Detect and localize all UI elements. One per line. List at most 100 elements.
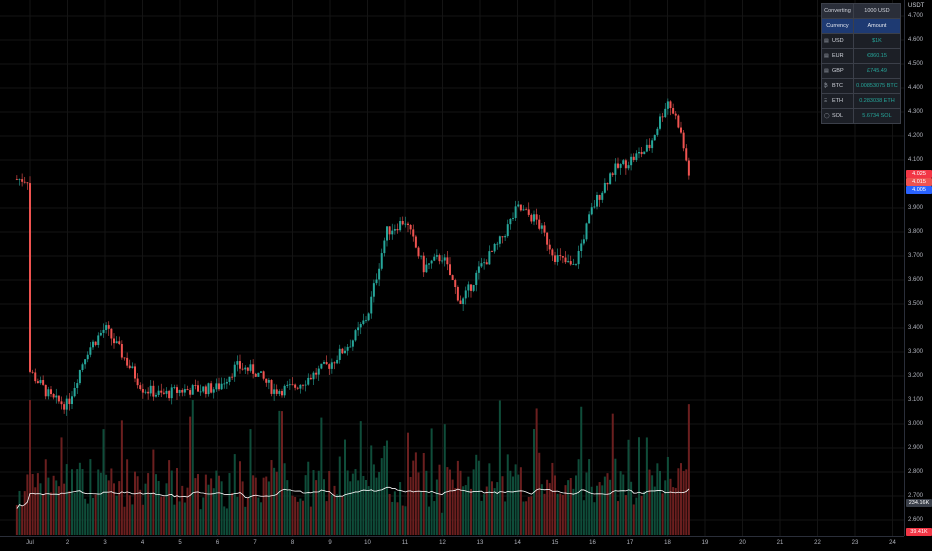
volume-bar: [244, 506, 247, 535]
volume-bar: [155, 474, 157, 535]
candle-body: [270, 380, 273, 394]
candlestick-chart[interactable]: [0, 0, 904, 536]
volume-bar: [606, 473, 609, 535]
candle-body: [110, 328, 113, 339]
volume-bar: [273, 467, 276, 535]
volume-bar: [286, 480, 289, 535]
volume-bar: [183, 502, 186, 535]
candle-body: [472, 284, 475, 291]
volume-bar: [596, 485, 598, 535]
price-chart[interactable]: Converting 1000 USD Currency Amount ▤ USD…: [0, 0, 904, 536]
candle-body: [451, 275, 454, 281]
volume-bar: [302, 500, 304, 535]
candle-body: [199, 391, 202, 393]
candle-body: [71, 396, 73, 405]
volume-bar: [396, 502, 399, 535]
candle-body: [391, 230, 394, 235]
candle-body: [131, 366, 134, 369]
candle-body: [341, 348, 344, 354]
volume-bar: [435, 479, 438, 535]
candle-body: [63, 404, 66, 410]
candle-body: [372, 283, 375, 297]
volume-bar: [509, 470, 512, 535]
volume-bar: [207, 484, 210, 535]
volume-bar: [102, 429, 105, 535]
volume-bar: [320, 417, 323, 535]
candle-body: [26, 182, 29, 184]
volume-bar: [666, 456, 669, 535]
volume-bar: [656, 463, 659, 535]
time-tick-label: 17: [626, 540, 634, 546]
candle-body: [687, 160, 690, 176]
candle-body: [443, 257, 446, 261]
volume-bar: [643, 491, 646, 535]
candle-body: [294, 384, 297, 388]
candle-body: [480, 263, 483, 267]
btc-icon: ₿: [824, 83, 828, 89]
candle-body: [538, 219, 541, 229]
price-axis[interactable]: USDT 4.700 4.600 4.500 4.400 4.300 4.200 4.100…: [904, 0, 932, 536]
candle-body: [252, 364, 255, 374]
volume-bar: [249, 429, 252, 535]
candle-body: [535, 214, 538, 220]
volume-bar: [433, 501, 436, 535]
sol-icon: ◯: [824, 113, 830, 119]
candle-body: [438, 255, 441, 262]
candle-body: [312, 372, 315, 380]
candle-body: [441, 260, 444, 262]
candle-body: [155, 394, 157, 397]
volume-bar: [105, 474, 108, 535]
candle-body: [233, 364, 236, 377]
volume-bar: [304, 475, 307, 535]
volume-bar: [506, 454, 509, 535]
volume-bar: [134, 471, 136, 535]
volume-bar: [323, 479, 325, 535]
candle-body: [68, 398, 71, 405]
volume-bar: [147, 473, 150, 535]
volume-bar: [186, 487, 189, 535]
price-tick-label: 4.200: [908, 133, 924, 139]
volume-bar: [470, 488, 472, 535]
volume-bar: [685, 469, 688, 535]
candle-body: [328, 364, 331, 369]
time-tick-label: 5: [178, 540, 182, 546]
candle-body: [464, 290, 467, 299]
volume-bar: [480, 500, 483, 535]
volume-bar: [257, 497, 260, 535]
candle-body: [81, 364, 84, 371]
volume-bar: [44, 459, 47, 535]
candle-body: [682, 132, 685, 149]
volume-bar: [165, 483, 168, 535]
candle-body: [239, 361, 241, 369]
currency-code: EUR: [832, 53, 844, 59]
candle-body: [643, 151, 646, 155]
volume-bar: [422, 453, 425, 535]
volume-bar: [367, 486, 370, 535]
candle-body: [21, 179, 24, 182]
candle-body: [246, 367, 249, 371]
time-axis[interactable]: Jul 2 3 4 5 6 7 8 9 10 11 12 13 14 15 16 17 18 19 20 21 22 23 2…: [0, 536, 904, 551]
volume-bar: [218, 475, 220, 535]
volume-bar: [110, 468, 113, 535]
candle-body: [388, 226, 391, 235]
candle-body: [530, 214, 533, 222]
volume-bar: [372, 464, 375, 535]
volume-bar: [564, 485, 567, 535]
volume-bar: [317, 470, 320, 535]
volume-bar: [278, 410, 281, 535]
volume-bar: [593, 502, 596, 535]
candle-body: [399, 221, 402, 231]
price-tick-label: 4.400: [908, 85, 924, 91]
candle-body: [92, 341, 94, 348]
price-tag: 4.025: [906, 170, 932, 178]
candle-body: [582, 239, 585, 244]
candle-body: [401, 221, 404, 225]
volume-bar: [669, 478, 672, 535]
volume-bar: [260, 502, 262, 535]
candle-body: [89, 347, 92, 355]
volume-bar: [535, 408, 538, 535]
candle-body: [522, 209, 525, 211]
volume-bar: [409, 476, 412, 535]
candle-body: [78, 370, 81, 384]
candle-body: [359, 324, 362, 328]
